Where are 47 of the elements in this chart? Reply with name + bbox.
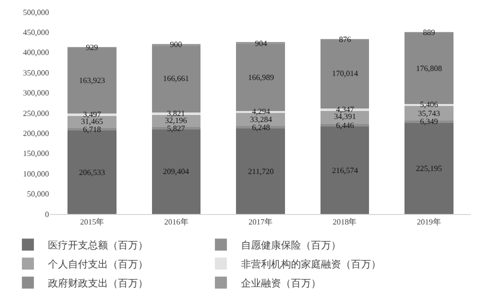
x-tick-label: 2018年 — [332, 218, 357, 227]
y-tick-label: 300,000 — [23, 88, 49, 98]
data-label: 6,248 — [252, 123, 270, 132]
data-label: 6,349 — [420, 117, 438, 126]
y-tick-label: 150,000 — [23, 149, 49, 158]
data-label: 32,196 — [165, 116, 187, 125]
x-tick-label: 2015年 — [80, 218, 104, 227]
data-label: 3,497 — [83, 110, 101, 119]
data-label: 211,720 — [248, 167, 274, 176]
data-label: 206,533 — [79, 168, 105, 177]
legend-label: 非营利机构的家庭融资（百万） — [240, 258, 381, 271]
data-label: 166,661 — [163, 74, 189, 83]
x-tick-label: 2016年 — [164, 218, 188, 227]
data-label: 5,827 — [167, 124, 185, 133]
data-label: 209,404 — [163, 167, 189, 176]
y-tick-label: 250,000 — [23, 108, 49, 118]
data-label: 5,406 — [420, 100, 438, 109]
data-label: 166,989 — [248, 73, 274, 82]
data-label: 170,014 — [332, 69, 358, 78]
data-label: 4,347 — [336, 105, 354, 114]
y-tick-label: 450,000 — [23, 28, 49, 37]
y-tick-label: 200,000 — [23, 129, 49, 138]
data-label: 35,743 — [418, 109, 440, 118]
legend-label: 个人自付支出（百万） — [48, 258, 148, 271]
data-label: 216,574 — [332, 166, 358, 175]
y-tick-label: 100,000 — [23, 169, 49, 178]
legend-label: 政府财政支出（百万） — [48, 278, 148, 290]
x-tick-label: 2019年 — [416, 218, 441, 227]
y-tick-label: 0 — [45, 210, 49, 219]
legend-label: 自愿健康保险（百万） — [240, 240, 341, 252]
data-label: 31,465 — [81, 117, 103, 126]
y-tick-label: 400,000 — [23, 48, 49, 58]
data-label: 33,284 — [250, 115, 272, 124]
data-label: 176,808 — [416, 64, 442, 73]
data-label: 225,195 — [416, 164, 442, 173]
y-tick-label: 350,000 — [23, 68, 49, 78]
legend-label: 医疗开支总额（百万） — [48, 240, 148, 252]
data-label: 4,294 — [252, 107, 270, 116]
y-tick-label: 500,000 — [23, 8, 49, 17]
data-label: 163,923 — [79, 76, 105, 85]
data-label: 3,821 — [167, 109, 185, 118]
data-label: 34,391 — [334, 112, 356, 121]
legend-label: 企业融资（百万） — [240, 278, 321, 290]
data-label: 6,446 — [336, 121, 354, 130]
data-label: 6,718 — [83, 125, 101, 134]
x-tick-label: 2017年 — [248, 218, 272, 227]
y-tick-label: 50,000 — [27, 190, 49, 199]
